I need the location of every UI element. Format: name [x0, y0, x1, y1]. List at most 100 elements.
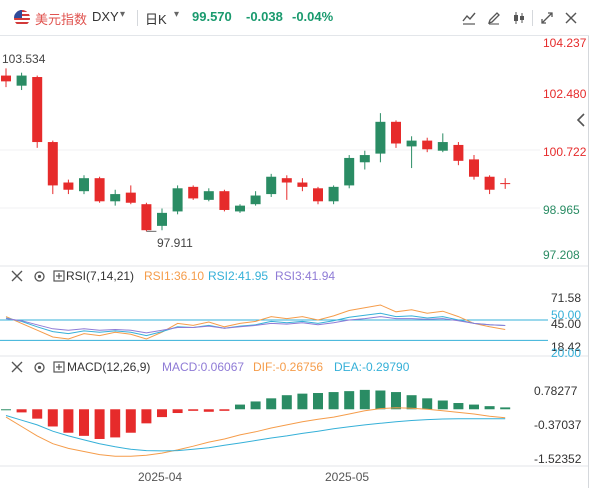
candle-body	[329, 187, 339, 201]
low-label: 97.911	[157, 236, 193, 250]
macd-bar	[375, 391, 385, 410]
rsi-tick: 71.58	[551, 291, 581, 305]
macd-tick: -0.37037	[534, 418, 581, 432]
macd-bar	[360, 390, 370, 409]
rsi-title: RSI(7,14,21)	[66, 269, 134, 283]
macd-bar	[251, 401, 261, 409]
macd-bar	[235, 405, 245, 410]
candle-body	[110, 194, 120, 201]
candle-body	[469, 159, 479, 176]
candle-body	[157, 213, 167, 226]
collapse-sidebar-icon[interactable]	[575, 112, 587, 128]
macd-bar	[453, 403, 463, 409]
collapse-panel-icon[interactable]	[10, 269, 24, 283]
macd-bar	[438, 401, 448, 410]
macd-bar	[266, 398, 276, 409]
macd-bar	[469, 405, 479, 410]
macd-bar	[126, 409, 136, 432]
rsi-tick: 45.00	[551, 317, 581, 331]
rsi3-value: RSI3:41.94	[275, 269, 335, 283]
candle-body	[173, 188, 183, 211]
price-tick: 97.208	[543, 248, 580, 262]
candle-body	[79, 178, 89, 191]
dea-value: DEA:-0.29790	[334, 360, 409, 374]
macd-bar	[313, 393, 323, 409]
high-label: 103.534	[2, 52, 45, 66]
candle-body	[251, 196, 261, 205]
candle-body	[219, 191, 229, 210]
candle-body	[126, 193, 136, 203]
candle-body	[235, 206, 245, 212]
macd-bar	[157, 409, 167, 417]
candle-body	[1, 76, 11, 82]
candle-body	[266, 177, 276, 194]
candle-body	[344, 158, 354, 185]
candle-body	[48, 142, 58, 185]
dif-value: DIF:-0.26756	[253, 360, 323, 374]
macd-bar	[204, 409, 214, 412]
macd-bar	[48, 409, 58, 426]
panel-toggle-icon[interactable]	[52, 269, 66, 283]
candle-body	[32, 77, 42, 142]
candle-body	[485, 177, 495, 190]
macd-title: MACD(12,26,9)	[67, 360, 150, 374]
macd-bar	[219, 409, 229, 411]
macd-bar	[95, 409, 105, 439]
candle-body	[188, 187, 198, 199]
macd-bar	[422, 398, 432, 409]
price-tick: 102.480	[543, 87, 586, 101]
rsi1-line	[6, 305, 505, 339]
macd-bar	[32, 409, 42, 418]
candle-body	[375, 122, 385, 154]
macd-bar	[63, 409, 73, 432]
price-tick: 100.722	[543, 145, 586, 159]
settings-icon[interactable]	[32, 360, 46, 374]
macd-bar	[1, 409, 11, 410]
macd-bar	[329, 392, 339, 409]
rsi-tick: 20.00	[551, 346, 581, 360]
rsi2-line	[6, 313, 505, 335]
candle-body	[63, 183, 73, 190]
macd-bar	[485, 406, 495, 409]
candle-body	[407, 141, 417, 147]
time-label: 2025-04	[138, 470, 182, 484]
collapse-panel-icon[interactable]	[10, 360, 24, 374]
macd-tick: 0.78277	[534, 384, 577, 398]
candle-body	[360, 155, 370, 162]
macd-bar	[282, 395, 292, 409]
rsi2-value: RSI2:41.95	[208, 269, 268, 283]
price-tick: 104.237	[543, 36, 586, 50]
candle-body	[297, 183, 307, 187]
macd-bar	[141, 409, 151, 423]
time-label: 2025-05	[325, 470, 369, 484]
macd-bar	[173, 409, 183, 413]
candle-body	[453, 145, 463, 161]
settings-icon[interactable]	[32, 269, 46, 283]
macd-bar	[500, 407, 510, 409]
macd-bar	[391, 392, 401, 409]
macd-bar	[188, 409, 198, 411]
candle-body	[438, 142, 448, 151]
candle-body	[500, 183, 510, 184]
candle-body	[313, 188, 323, 201]
macd-bar	[407, 395, 417, 409]
macd-value: MACD:0.06067	[162, 360, 244, 374]
candle-body	[391, 122, 401, 144]
macd-bar	[79, 409, 89, 436]
candle-body	[282, 178, 292, 182]
panel-toggle-icon[interactable]	[52, 360, 66, 374]
candle-body	[95, 178, 105, 201]
candle-body	[204, 191, 214, 200]
macd-tick: -1.52352	[534, 452, 581, 466]
macd-bar	[344, 391, 354, 409]
macd-bar	[297, 394, 307, 410]
macd-bar	[17, 409, 27, 412]
candle-body	[422, 141, 432, 150]
candle-body	[17, 76, 27, 86]
macd-bar	[110, 409, 120, 437]
candle-body	[141, 204, 151, 230]
rsi1-value: RSI1:36.10	[144, 269, 204, 283]
price-tick: 98.965	[543, 203, 580, 217]
